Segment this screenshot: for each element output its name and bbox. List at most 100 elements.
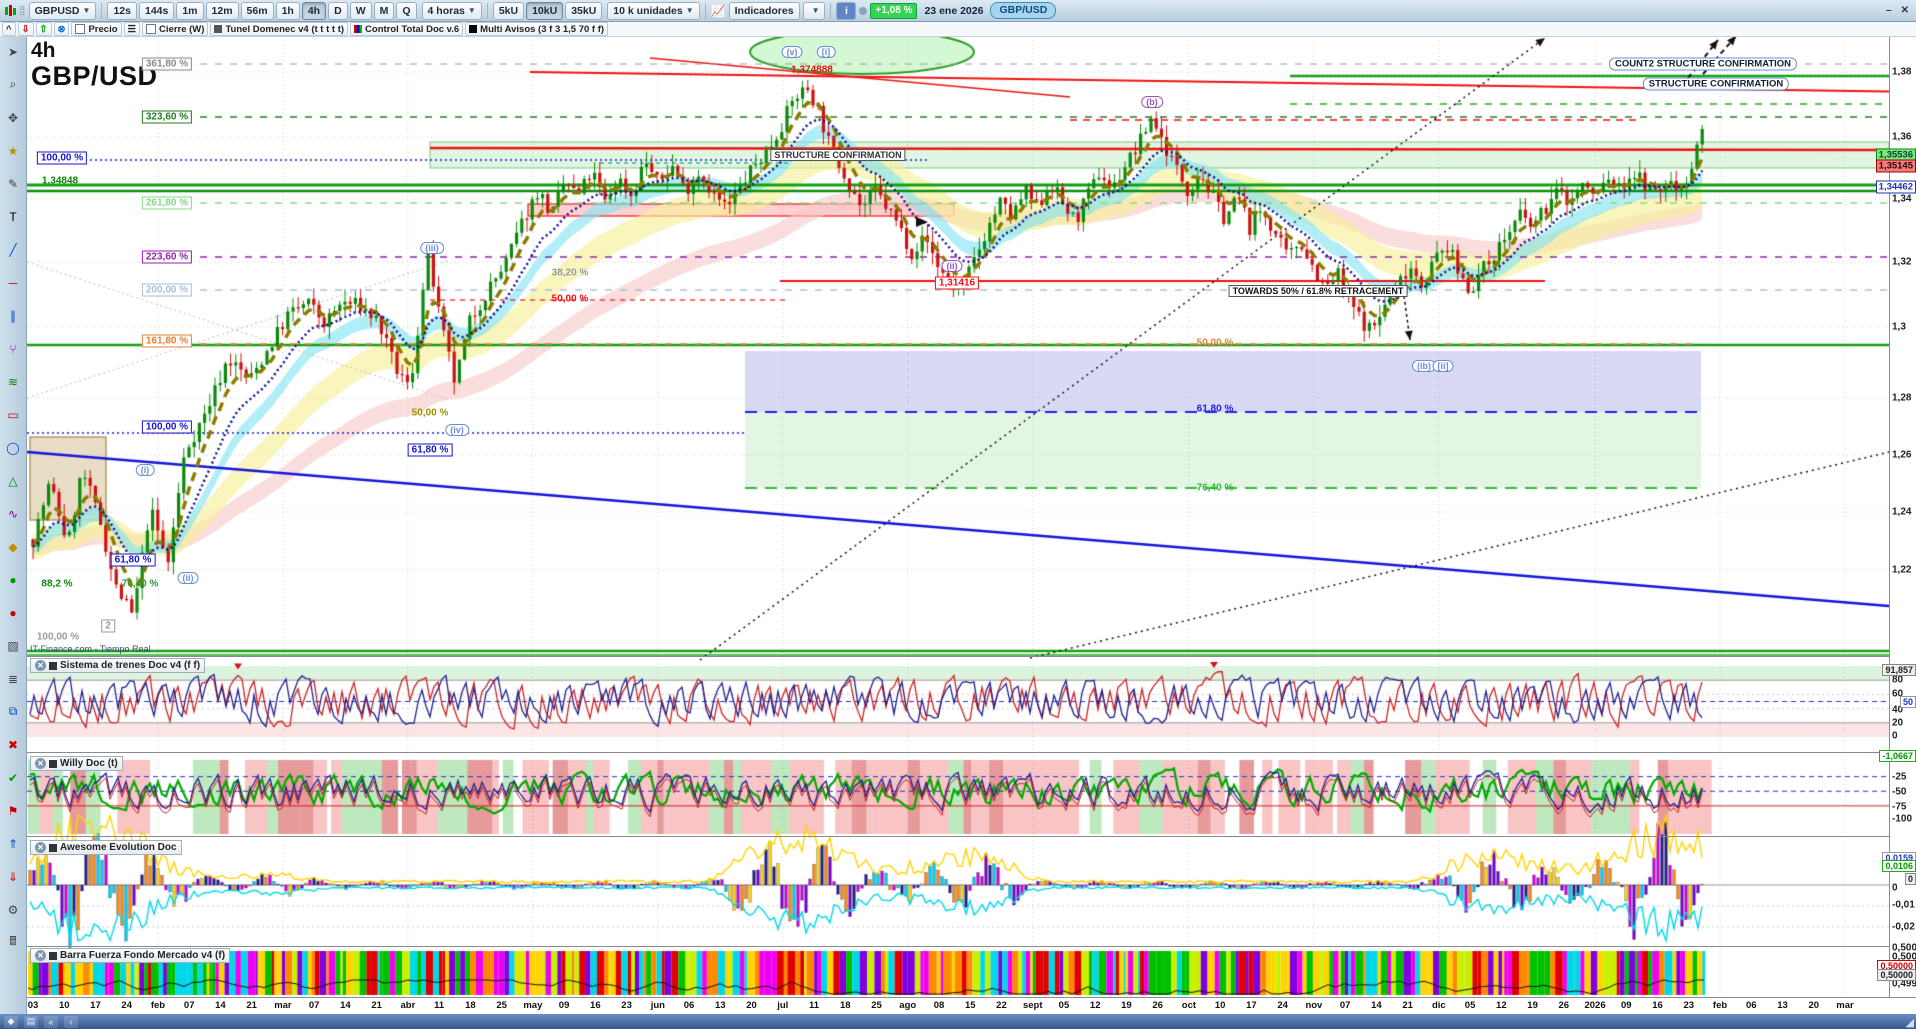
indicators-dropdown[interactable]: ▼ (802, 1, 826, 20)
tool-red-dot-icon[interactable]: ● (9, 605, 17, 620)
panel-header[interactable]: ✕ Sistema de trenes Doc v4 (f f) (30, 658, 206, 673)
close-icon[interactable]: ✕ (35, 950, 46, 961)
app-logo-icon[interactable]: ◆ (4, 1015, 18, 1028)
upload-icon[interactable]: ⇧ (35, 22, 52, 36)
fib-label[interactable]: 61,80 % (407, 443, 453, 457)
panel-separator[interactable] (0, 836, 1916, 837)
fib-label[interactable]: 261,80 % (141, 196, 193, 210)
drag-grip-icon[interactable]: ⣿ (19, 5, 26, 15)
tool-pitchfork-icon[interactable]: ⑂ (9, 341, 17, 356)
tool-cursor-icon[interactable]: ➤ (7, 44, 19, 59)
tool-arrow-down-icon[interactable]: ⇓ (7, 869, 19, 884)
fib-label[interactable]: [ii] (1432, 360, 1454, 372)
units-dropdown[interactable]: 10 k unidades ▼ (607, 1, 700, 20)
tool-fibonacci-icon[interactable]: ≋ (7, 374, 19, 389)
list-icon[interactable]: ☰ (123, 22, 141, 36)
panel-header[interactable]: ✕ Awesome Evolution Doc (30, 840, 182, 855)
tool-text-icon[interactable]: T (9, 209, 17, 224)
fib-label[interactable]: 76,40 % (1196, 482, 1234, 494)
unit-button-10kU[interactable]: 10kU (526, 2, 564, 20)
unit-button-5kU[interactable]: 5kU (492, 2, 525, 20)
panel-header[interactable]: ✕ Willy Doc (t) (30, 756, 123, 771)
timeframe-button-56m[interactable]: 56m (240, 2, 274, 20)
tool-layers-icon[interactable]: ≣ (7, 671, 19, 686)
close-button[interactable]: ✕ (1900, 5, 1909, 16)
timeframe-button-1h[interactable]: 1h (275, 2, 300, 20)
fib-label[interactable]: 223,60 % (141, 250, 193, 264)
tool-rectangle-icon[interactable]: ▭ (7, 407, 19, 422)
timeframe-button-1m[interactable]: 1m (176, 2, 204, 20)
fib-label[interactable]: 100,00 % (141, 420, 193, 434)
fib-label[interactable]: [i] (816, 46, 836, 58)
fib-label[interactable]: (v) (781, 46, 803, 58)
close-w-toggle[interactable]: Cierre (W) (142, 22, 209, 36)
overlay-item[interactable]: Multi Avisos (3 f 3 1,5 70 f f) (465, 22, 609, 36)
tool-confirm-icon[interactable]: ✔ (7, 770, 19, 785)
timeframe-button-4h[interactable]: 4h (301, 2, 327, 20)
tool-link-icon[interactable]: ⧉ (8, 704, 18, 718)
price-toggle[interactable]: Precio (71, 22, 122, 36)
fib-label[interactable]: (i) (135, 464, 155, 476)
fib-label[interactable]: 100,00 % (36, 151, 88, 165)
tool-ellipse-icon[interactable]: ◯ (6, 440, 20, 455)
panel-separator[interactable] (0, 946, 1916, 947)
fib-label[interactable]: 76,40 % (121, 578, 159, 590)
info-button[interactable]: i (836, 1, 857, 20)
annotation-label[interactable]: COUNT2 STRUCTURE CONFIRMATION (1608, 57, 1798, 71)
tool-channel-icon[interactable]: ∥ (10, 308, 16, 323)
fib-label[interactable]: 100,00 % (36, 631, 80, 643)
panel-header[interactable]: ✕ Barra Fuerza Fondo Mercado v4 (f) (30, 948, 231, 963)
tool-triangle-icon[interactable]: △ (8, 473, 18, 488)
fib-label[interactable]: 1,374888 (791, 64, 833, 76)
timeframe-button-12s[interactable]: 12s (107, 2, 137, 20)
tool-calculator-icon[interactable]: 🖩 (9, 934, 17, 948)
collapse-left-icon[interactable]: « (44, 1015, 58, 1028)
timeframe-button-144s[interactable]: 144s (138, 2, 175, 20)
annotation-label[interactable]: STRUCTURE CONFIRMATION (770, 149, 906, 161)
minimize-button[interactable]: – (1886, 5, 1892, 16)
close-icon[interactable]: ✕ (35, 660, 46, 671)
timeframe-button-W[interactable]: W (349, 2, 372, 20)
symbol-selector[interactable]: GBPUSD ▼ (28, 1, 97, 20)
close-icon[interactable]: ✕ (35, 842, 46, 853)
time-axis[interactable]: 03 10 17 24 feb 07 14 21 mar 07 14 21 abr 11 18 25 may 09… (0, 997, 1916, 1015)
fib-label[interactable]: 361,80 % (141, 57, 193, 71)
fib-label[interactable]: 50,00 % (1196, 337, 1234, 349)
timeframe-button-12m[interactable]: 12m (205, 2, 239, 20)
tool-hatch-icon[interactable]: ▨ (7, 638, 19, 653)
chart-plot-canvas[interactable] (27, 37, 1889, 997)
timeframe-button-D[interactable]: D (328, 2, 348, 20)
tool-delete-icon[interactable]: ✖ (7, 737, 19, 752)
fib-label[interactable]: (iii) (420, 242, 444, 254)
timeframe-dropdown[interactable]: 4 horas ▼ (421, 1, 482, 20)
resize-grip[interactable]: ◢ (1905, 1017, 1914, 1029)
annotation-label[interactable]: TOWARDS 50% / 61.8% RETRACEMENT (1228, 285, 1408, 297)
timeframe-button-Q[interactable]: Q (396, 2, 417, 20)
fib-label[interactable]: 50,00 % (411, 407, 449, 419)
overlay-item[interactable]: Control Total Doc v.6 (350, 22, 464, 36)
fib-label[interactable]: 1,31416 (934, 276, 980, 290)
timeframe-button-M[interactable]: M (373, 2, 395, 20)
fib-label[interactable]: 161,80 % (141, 334, 193, 348)
tool-marker-icon[interactable]: ◆ (8, 539, 18, 554)
tool-flag-icon[interactable]: ⚑ (7, 803, 19, 818)
fib-label[interactable]: 2 (101, 619, 115, 633)
tool-pencil-icon[interactable]: ✎ (7, 176, 19, 191)
unit-button-35kU[interactable]: 35kU (565, 2, 603, 20)
symbol-pill[interactable]: GBP/USD (990, 2, 1057, 19)
tool-horizontal-line-icon[interactable]: ─ (8, 275, 18, 290)
fib-label[interactable]: 323,60 % (141, 110, 193, 124)
workspace-icon[interactable]: ▤ (24, 1015, 38, 1028)
fib-label[interactable]: (b) (1141, 96, 1163, 108)
fib-label[interactable]: 200,00 % (141, 283, 193, 297)
overlay-item[interactable]: Tunel Domenec v4 (t t t t t) (210, 22, 349, 36)
panel-separator[interactable] (0, 752, 1916, 753)
indicators-button[interactable]: Indicadores (728, 1, 800, 20)
close-circle-icon[interactable]: ⊗ (53, 22, 70, 36)
close-icon[interactable]: ✕ (35, 758, 46, 769)
tool-green-dot-icon[interactable]: ● (9, 572, 17, 587)
fib-label[interactable]: 61,80 % (1196, 403, 1234, 415)
tool-settings-icon[interactable]: ⚙ (7, 902, 19, 917)
fib-label[interactable]: (iv) (445, 424, 469, 436)
download-icon[interactable]: ⇩ (17, 22, 34, 36)
